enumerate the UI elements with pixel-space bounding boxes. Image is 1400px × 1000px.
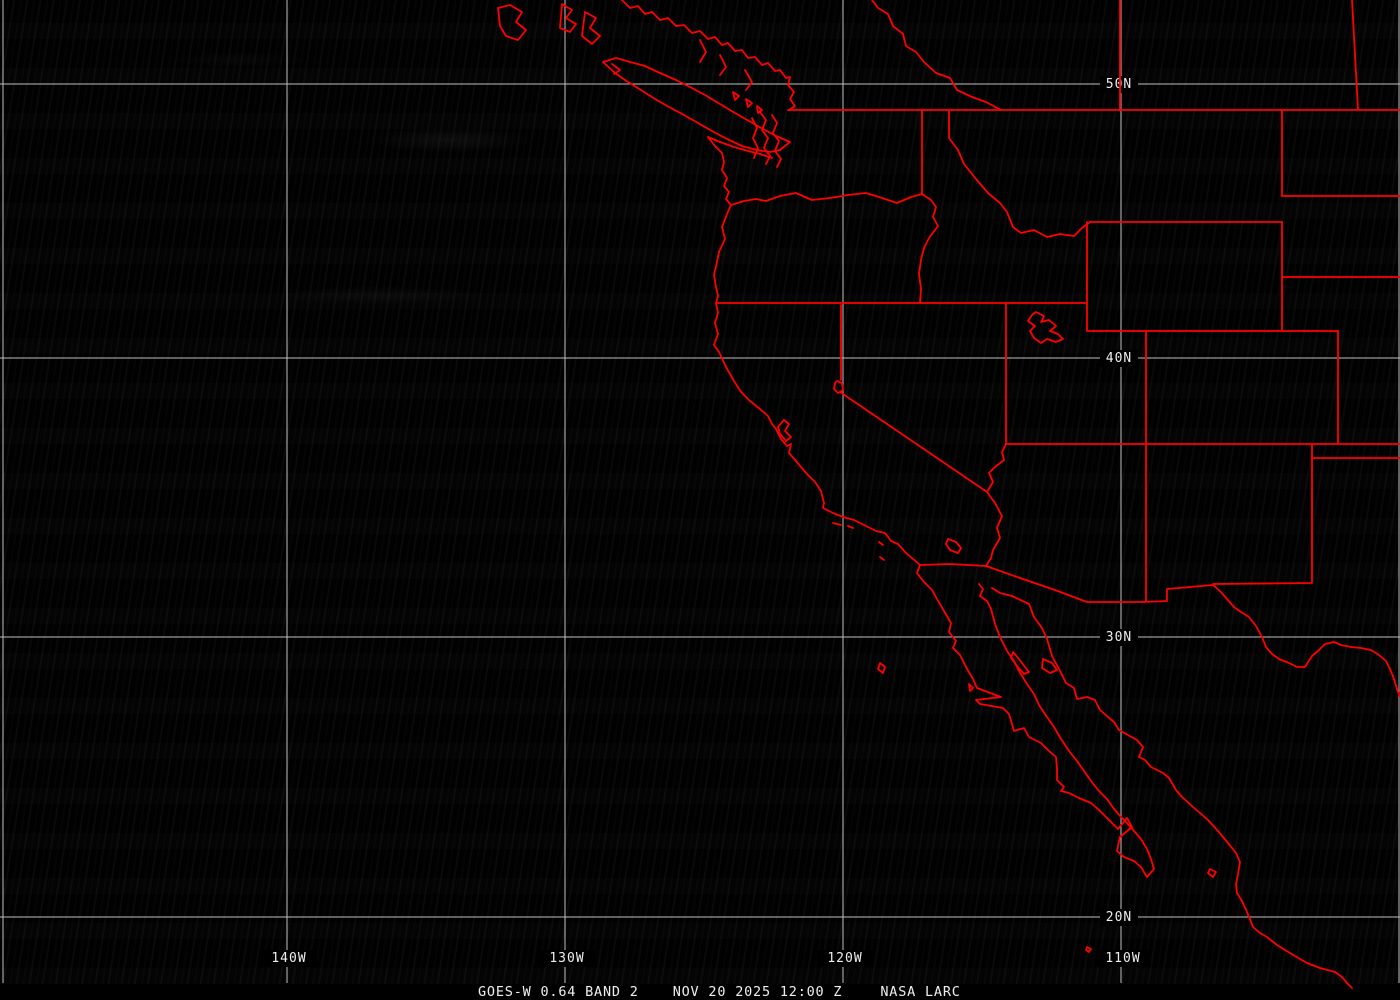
baja-california-west-coast <box>916 564 1148 878</box>
isla-cedros <box>877 662 974 692</box>
gulf-of-california-islands <box>1010 651 1058 675</box>
wyoming-borders <box>1086 221 1339 332</box>
caption-instrument: GOES-W 0.64 BAND 2 <box>478 984 639 1000</box>
isla-socorro <box>1085 946 1092 953</box>
oklahoma-panhandle-borders <box>1311 443 1400 459</box>
nevada-arizona-border <box>986 443 1007 493</box>
bc-islands-cluster <box>497 3 601 45</box>
bc-alberta-border <box>871 0 1002 111</box>
salton-sea <box>945 538 962 554</box>
islas-marias <box>1207 868 1217 878</box>
channel-islands <box>832 522 885 561</box>
juan-de-fuca-strait-shore <box>707 136 773 159</box>
latitude-label: 20N <box>1100 909 1138 926</box>
latitude-label: 40N <box>1100 350 1138 367</box>
longitude-label: 110W <box>1095 950 1151 967</box>
sonora-sinaloa-coast <box>991 587 1353 989</box>
lake-tahoe <box>833 380 844 394</box>
caption-gap <box>639 984 673 1000</box>
latitude-label: 30N <box>1100 629 1138 646</box>
baja-california-gulf-coast <box>978 583 1155 878</box>
longitude-label: 130W <box>539 950 595 967</box>
caption-timestamp: NOV 20 2025 12:00 Z <box>672 984 843 1000</box>
puget-sound <box>751 111 782 168</box>
us-mexico-border <box>919 563 1214 603</box>
image-caption: GOES-W 0.64 BAND 2 NOV 20 2025 12:00 Z N… <box>478 984 961 1000</box>
caption-credit: NASA LARC <box>880 984 961 1000</box>
california-nevada-border <box>839 304 988 493</box>
rio-grande <box>1212 584 1400 698</box>
caption-gap <box>842 984 880 1000</box>
latitude-label: 50N <box>1100 76 1138 93</box>
georgia-strait-islands <box>732 91 763 114</box>
british-columbia-coast <box>621 0 796 111</box>
longitude-label: 120W <box>817 950 873 967</box>
washington-oregon-border <box>730 192 923 206</box>
new-mexico-texas-border <box>1212 457 1313 585</box>
oregon-idaho-border <box>918 193 939 304</box>
san-francisco-bay <box>777 419 792 442</box>
california-arizona-border <box>985 491 1003 567</box>
pacific-coastline <box>707 136 921 566</box>
idaho-montana-border <box>948 109 1091 238</box>
longitude-label: 140W <box>261 950 317 967</box>
great-salt-lake <box>1027 311 1064 344</box>
saskatchewan-manitoba-border <box>1351 0 1359 111</box>
vancouver-island <box>602 57 791 153</box>
